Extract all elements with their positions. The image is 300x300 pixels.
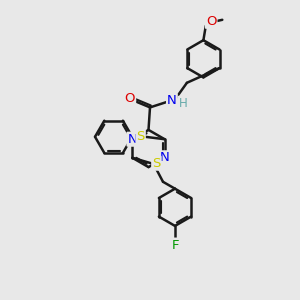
Text: H: H: [178, 97, 188, 110]
Text: O: O: [206, 15, 217, 28]
Text: O: O: [125, 92, 135, 105]
Text: F: F: [172, 238, 179, 252]
Text: N: N: [160, 151, 170, 164]
Text: N: N: [128, 133, 137, 146]
Text: S: S: [152, 157, 160, 170]
Text: S: S: [136, 130, 145, 143]
Text: N: N: [167, 94, 177, 107]
